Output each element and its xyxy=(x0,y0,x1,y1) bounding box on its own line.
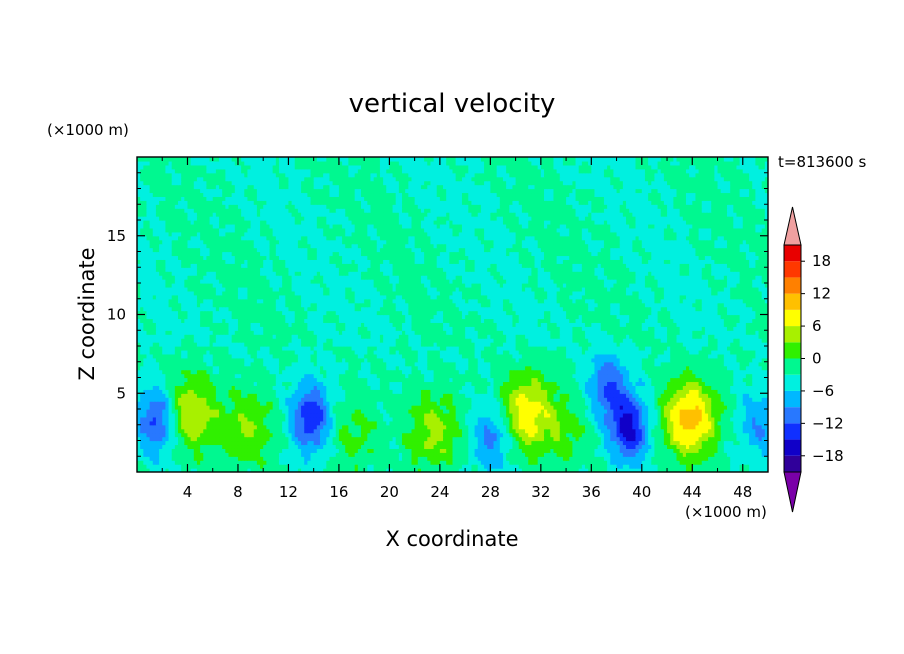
chart-title: vertical velocity xyxy=(349,89,556,119)
y-unit-label: (×1000 m) xyxy=(47,121,129,139)
velocity-field xyxy=(137,157,769,473)
time-label: t=813600 s xyxy=(778,153,866,171)
plot-area xyxy=(137,157,769,473)
